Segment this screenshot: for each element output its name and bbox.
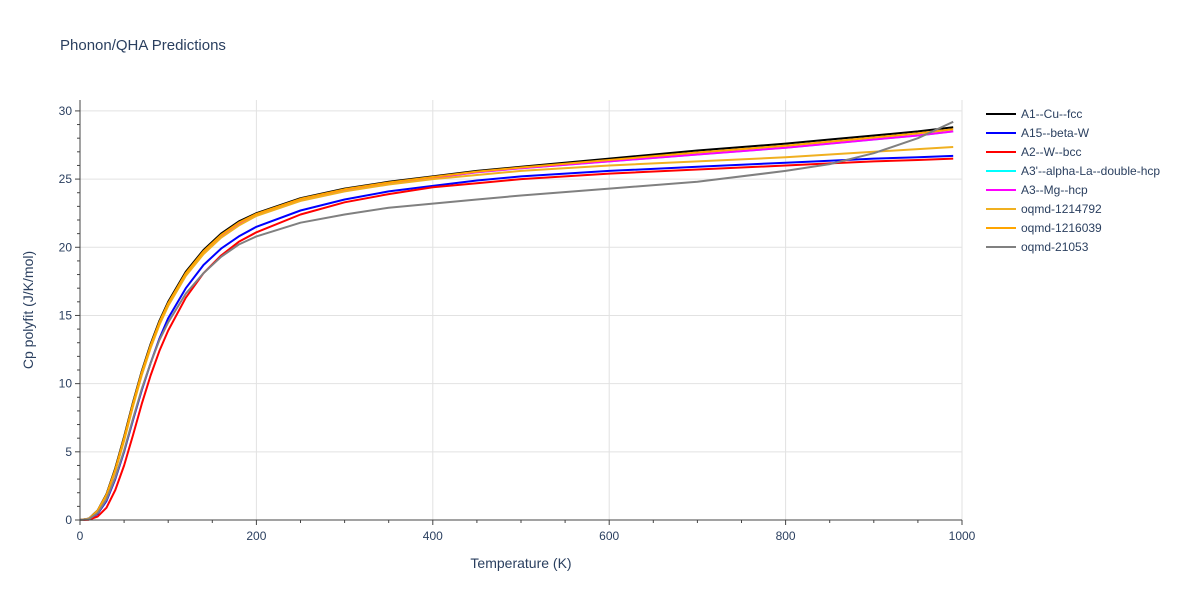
legend-label: A1--Cu--fcc xyxy=(1021,107,1082,121)
series-line xyxy=(79,126,954,521)
x-tick-label: 1000 xyxy=(949,529,976,543)
legend-label: oqmd-1214792 xyxy=(1021,202,1102,216)
legend-item[interactable]: A2--W--bcc xyxy=(986,145,1081,159)
series-line xyxy=(79,130,954,521)
legend-item[interactable]: A3'--alpha-La--double-hcp xyxy=(986,164,1160,178)
series-line xyxy=(79,128,954,521)
series-line xyxy=(79,120,954,521)
series-line xyxy=(79,146,954,521)
legend-label: A2--W--bcc xyxy=(1021,145,1081,159)
x-tick-label: 400 xyxy=(423,529,443,543)
legend-label: A3--Mg--hcp xyxy=(1021,183,1088,197)
y-tick-label: 30 xyxy=(59,104,73,118)
x-tick-label: 800 xyxy=(776,529,796,543)
x-tick-label: 200 xyxy=(246,529,266,543)
legend-label: oqmd-1216039 xyxy=(1021,221,1102,235)
x-tick-label: 600 xyxy=(599,529,619,543)
series-line xyxy=(79,130,954,521)
legend-label: A3'--alpha-La--double-hcp xyxy=(1021,164,1160,178)
series-line xyxy=(79,154,954,521)
axes: 0 5 10 15 20 25 30 0 200 400 600 800 1000 xyxy=(59,100,976,543)
y-tick-label: 15 xyxy=(59,308,73,322)
legend-item[interactable]: oqmd-1214792 xyxy=(986,202,1102,216)
y-axis-title: Cp polyfit (J/K/mol) xyxy=(20,251,36,369)
x-tick-label: 0 xyxy=(77,529,84,543)
series-lines xyxy=(79,120,954,521)
y-tick-label: 5 xyxy=(65,445,72,459)
legend-item[interactable]: oqmd-21053 xyxy=(986,240,1089,254)
y-tick-label: 0 xyxy=(65,513,72,527)
legend-item[interactable]: A15--beta-W xyxy=(986,126,1090,140)
legend-label: A15--beta-W xyxy=(1021,126,1090,140)
y-tick-label: 20 xyxy=(59,240,73,254)
legend-item[interactable]: A1--Cu--fcc xyxy=(986,107,1082,121)
legend-label: oqmd-21053 xyxy=(1021,240,1089,254)
y-tick-label: 10 xyxy=(59,377,73,391)
legend-item[interactable]: A3--Mg--hcp xyxy=(986,183,1088,197)
legend[interactable]: A1--Cu--fcc A15--beta-W A2--W--bcc A3'--alp… xyxy=(986,107,1160,254)
x-axis-title: Temperature (K) xyxy=(470,555,571,571)
legend-item[interactable]: oqmd-1216039 xyxy=(986,221,1102,235)
chart-title: Phonon/QHA Predictions xyxy=(60,37,226,54)
series-line xyxy=(79,157,954,521)
y-tick-label: 25 xyxy=(59,172,73,186)
